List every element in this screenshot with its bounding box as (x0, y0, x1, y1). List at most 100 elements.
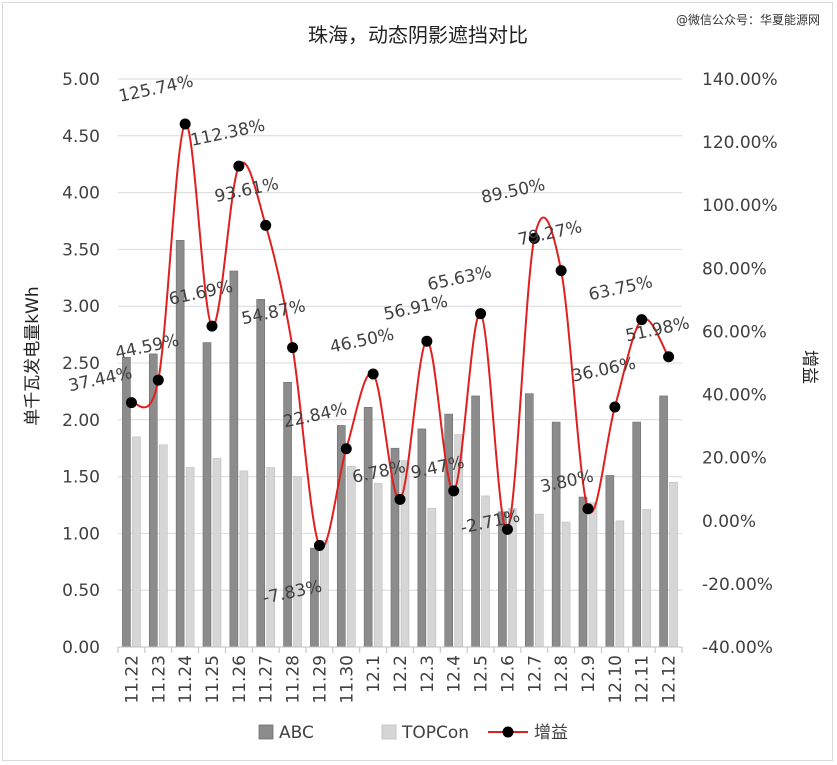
y-tick-label: 2.00 (62, 411, 100, 431)
gain-point (501, 523, 513, 535)
legend-label-topcon: TOPCon (401, 723, 469, 743)
bar-topcon (346, 466, 356, 648)
x-tick-label: 12.5 (472, 655, 492, 693)
gain-data-label: 36.06% (570, 354, 638, 387)
gain-data-label: 44.59% (113, 331, 181, 364)
y2-tick-label: 60.00% (702, 322, 767, 342)
y2-tick-label: 140.00% (702, 70, 778, 90)
bar-abc (524, 393, 534, 648)
gridlines (118, 78, 682, 591)
bar-abc (202, 342, 212, 648)
bar-topcon (212, 458, 222, 648)
bar-abc (551, 421, 561, 648)
y2-axis-title: 增益 (799, 350, 819, 384)
axes: 0.00 0.50 1.00 1.50 2.00 2.50 3.00 3.50 4.00 4.50… (62, 70, 778, 704)
y-tick-label: 0.50 (62, 581, 100, 601)
bar-topcon (534, 513, 544, 648)
legend-swatch-topcon (381, 724, 397, 740)
x-tick-label: 11.24 (176, 655, 196, 704)
bar-topcon (615, 520, 625, 648)
gain-point (125, 397, 137, 409)
gain-point (528, 232, 540, 244)
y2-tick-label: 80.00% (702, 259, 767, 279)
gain-data-label: 56.91% (382, 292, 450, 325)
legend-label-gain: 增益 (534, 723, 568, 743)
y2-tick-label: -20.00% (702, 575, 773, 595)
y-tick-label: 4.00 (62, 184, 100, 204)
bar-topcon (427, 508, 437, 648)
bar-abc (659, 395, 668, 648)
bar-topcon (669, 481, 678, 648)
bar-topcon (642, 509, 652, 648)
y-tick-label: 0.00 (62, 638, 100, 658)
y-tick-label: 3.50 (62, 240, 100, 260)
y2-tick-label: -40.00% (702, 638, 773, 658)
x-tick-label: 11.23 (149, 655, 169, 704)
gain-point (555, 265, 567, 277)
gain-data-label: 79.27% (516, 217, 584, 250)
x-tick-label: 11.28 (284, 655, 304, 704)
x-tick-label: 11.22 (122, 655, 142, 704)
gain-point (421, 335, 433, 347)
y-tick-label: 2.50 (62, 354, 100, 374)
gain-point (260, 219, 272, 231)
bar-topcon (239, 470, 249, 648)
bar-abc (363, 407, 373, 648)
gain-point (582, 503, 594, 515)
gain-point (233, 160, 245, 172)
y-tick-label: 1.50 (62, 468, 100, 488)
x-tick-label: 12.3 (418, 655, 438, 693)
chart-title: 珠海，动态阴影遮挡对比 (308, 23, 528, 47)
bar-topcon (158, 444, 168, 648)
gain-data-label: 125.74% (117, 71, 195, 106)
bar-abc (444, 413, 454, 648)
bar-topcon (293, 476, 302, 648)
gain-point (367, 368, 379, 380)
x-tick-label: 11.26 (230, 655, 250, 704)
bar-abc (605, 475, 615, 648)
x-tick-label: 11.29 (310, 655, 330, 704)
y2-tick-label: 40.00% (702, 386, 767, 406)
bar-topcon (185, 467, 195, 648)
gain-point (179, 118, 191, 130)
x-tick-label: 12.9 (579, 655, 599, 693)
gain-point (448, 485, 460, 497)
x-tick-label: 12.6 (498, 655, 518, 693)
gain-data-label: 3.80% (538, 466, 595, 497)
x-tick-label: 12.12 (660, 655, 680, 704)
x-tick-label: 12.10 (606, 655, 626, 704)
x-tick-label: 11.27 (257, 655, 277, 704)
gain-data-label: 54.87% (240, 296, 308, 329)
y2-tick-label: 20.00% (702, 449, 767, 469)
legend: ABC TOPCon 增益 (258, 723, 568, 743)
gain-data-label: 63.75% (587, 272, 655, 305)
x-tick-label: 12.7 (525, 655, 545, 693)
y-tick-label: 5.00 (62, 70, 100, 90)
gain-point (636, 314, 648, 326)
y2-tick-label: 0.00% (702, 512, 756, 532)
gain-point (206, 320, 218, 332)
x-tick-label: 12.8 (552, 655, 572, 693)
x-tick-label: 12.1 (364, 655, 384, 693)
bar-topcon (373, 483, 383, 648)
legend-label-abc: ABC (279, 723, 314, 743)
legend-marker-gain (502, 726, 514, 738)
y-tick-label: 4.50 (62, 127, 100, 147)
gain-data-label: 65.63% (426, 262, 494, 295)
gain-data-label: 46.50% (328, 325, 396, 358)
gain-point (663, 351, 675, 363)
bar-abc (578, 496, 588, 648)
x-tick-label: 11.25 (203, 655, 223, 704)
bar-topcon (588, 502, 598, 648)
watermark: @微信公众号：华夏能源网 (676, 13, 820, 27)
y2-tick-label: 100.00% (702, 196, 778, 216)
gain-point (287, 342, 299, 354)
y2-tick-label: 120.00% (702, 133, 778, 153)
gain-point (340, 443, 352, 455)
gain-data-label: 89.50% (479, 175, 547, 208)
y-axis-title: 单千瓦发电量kWh (23, 286, 43, 425)
x-tick-label: 12.4 (445, 655, 465, 693)
gain-point (313, 539, 325, 551)
gain-data-label: 112.38% (189, 116, 267, 151)
